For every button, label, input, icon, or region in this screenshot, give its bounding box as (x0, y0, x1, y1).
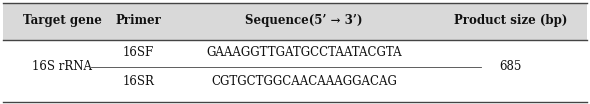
Text: Sequence(5’ → 3’): Sequence(5’ → 3’) (245, 14, 363, 27)
Text: 16SF: 16SF (123, 46, 154, 58)
Text: GAAAGGTTGATGCCTAATACGTA: GAAAGGTTGATGCCTAATACGTA (206, 46, 402, 58)
Text: CGTGCTGGCAACAAAGGACAG: CGTGCTGGCAACAAAGGACAG (211, 75, 397, 88)
Text: 16SR: 16SR (123, 75, 155, 88)
Text: Product size (bp): Product size (bp) (454, 14, 567, 27)
Bar (3, 3, 587, 40)
Text: Target gene: Target gene (22, 14, 101, 27)
Text: 685: 685 (499, 60, 522, 73)
Text: 16S rRNA: 16S rRNA (32, 60, 92, 73)
Text: Primer: Primer (116, 14, 162, 27)
